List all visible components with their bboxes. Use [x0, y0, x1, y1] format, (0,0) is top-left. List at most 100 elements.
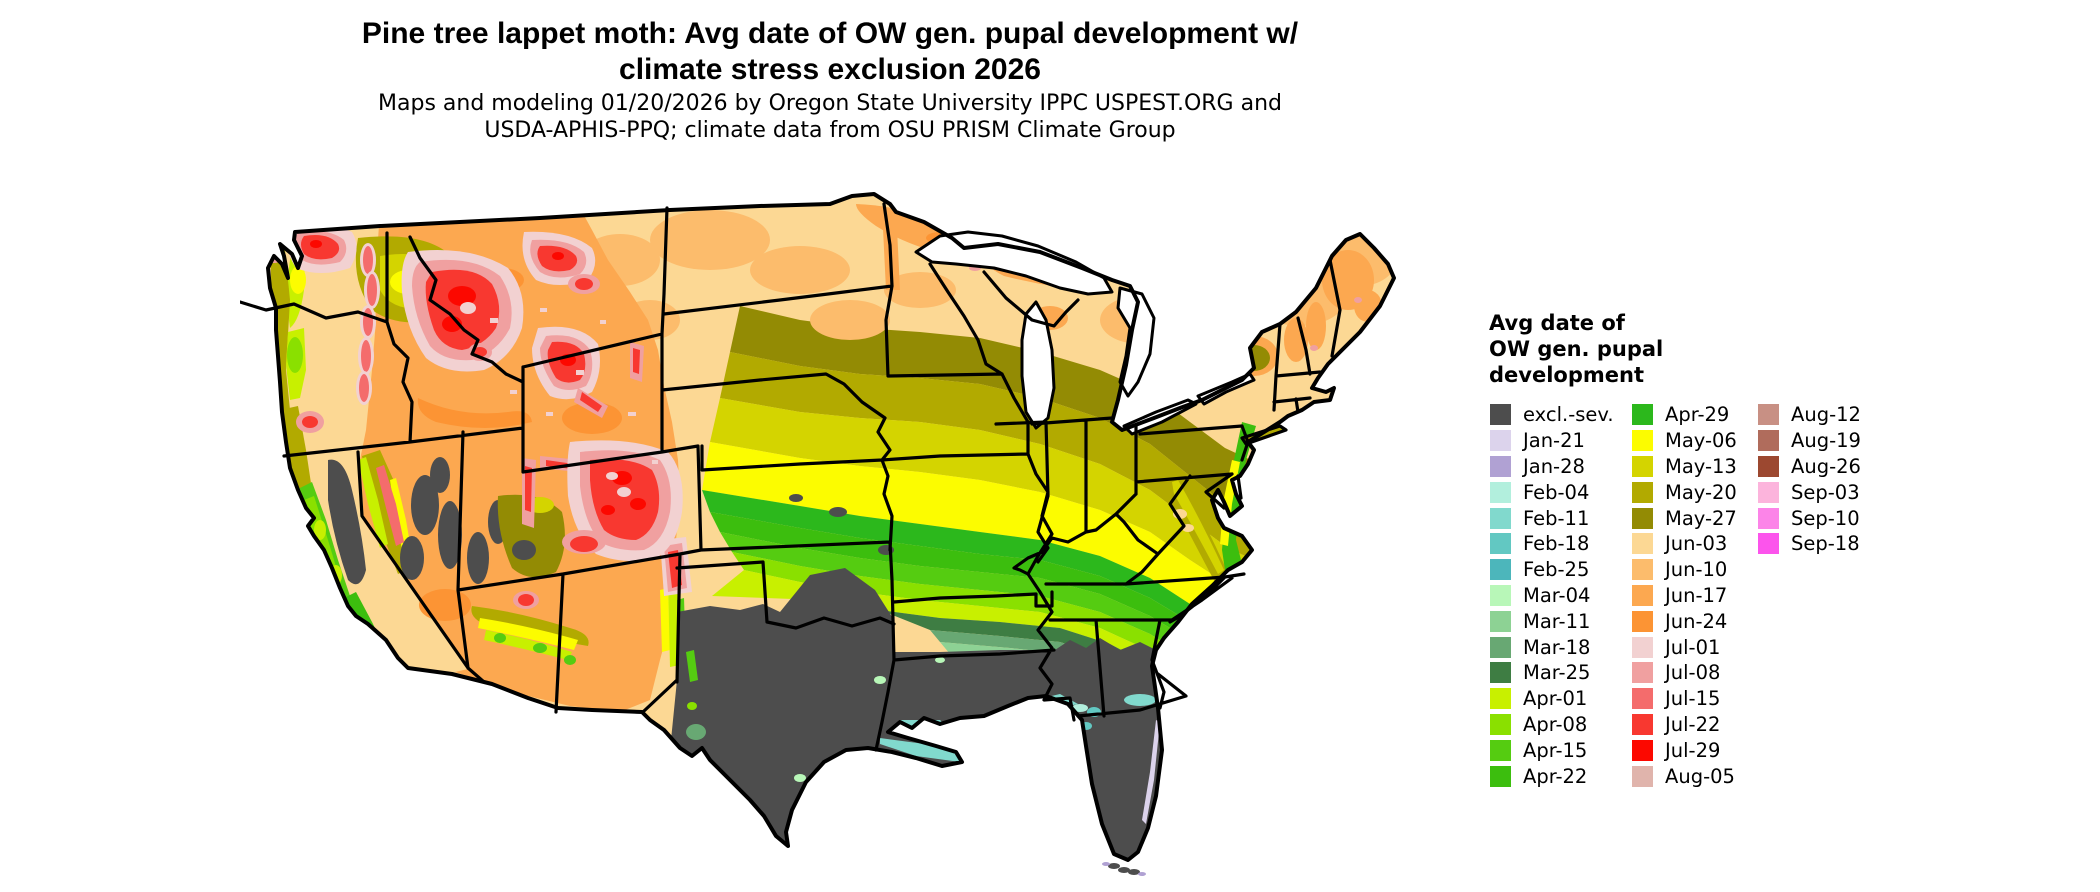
- legend-swatch-feb18: [1490, 533, 1511, 555]
- legend-label: May-13: [1665, 454, 1737, 478]
- legend-item: Aug-12: [1758, 402, 1861, 428]
- map-fill-layers: [268, 194, 1394, 860]
- legend-swatch-apr29: [1632, 404, 1653, 426]
- legend-label: Apr-15: [1523, 738, 1588, 762]
- legend-column-1: excl.-sev. Jan-21 Jan-28 Feb-04 Feb-11 Feb-18…: [1490, 402, 1614, 789]
- legend-label: Aug-12: [1791, 403, 1861, 427]
- legend-item: May-20: [1632, 479, 1737, 505]
- legend-swatch-aug19: [1758, 430, 1779, 452]
- map-title-line1: Pine tree lappet moth: Avg date of OW ge…: [361, 17, 1299, 50]
- legend-item: Apr-29: [1632, 402, 1737, 428]
- legend-item: Aug-05: [1632, 763, 1737, 789]
- legend-swatch-mar11: [1490, 610, 1511, 632]
- legend-item: excl.-sev.: [1490, 402, 1614, 428]
- legend-label: Apr-29: [1665, 403, 1730, 427]
- legend-item: Jan-28: [1490, 454, 1614, 480]
- legend-label: Jul-29: [1665, 738, 1721, 762]
- legend-swatch-jul01: [1632, 636, 1653, 658]
- lake-michigan: [1020, 300, 1056, 430]
- legend-item: Jun-03: [1632, 531, 1737, 557]
- legend-swatch-jul29: [1632, 739, 1653, 761]
- legend-item: Apr-22: [1490, 763, 1614, 789]
- legend-item: Feb-18: [1490, 531, 1614, 557]
- legend-label: Jul-01: [1665, 635, 1721, 659]
- legend-item: Jun-10: [1632, 557, 1737, 583]
- legend-label: Apr-01: [1523, 687, 1588, 711]
- legend-item: Sep-03: [1758, 479, 1861, 505]
- state-borders: [238, 202, 1342, 752]
- legend-item: Jul-29: [1632, 737, 1737, 763]
- legend-label: Feb-18: [1523, 532, 1590, 556]
- legend-swatch-jan21: [1490, 430, 1511, 452]
- legend-item: Jun-17: [1632, 583, 1737, 609]
- legend-item: Apr-01: [1490, 686, 1614, 712]
- legend-swatch-mar04: [1490, 584, 1511, 606]
- legend-swatch-sep10: [1758, 507, 1779, 529]
- legend-item: Apr-08: [1490, 712, 1614, 738]
- legend-swatch-feb04: [1490, 481, 1511, 503]
- legend-swatch-jun24: [1632, 610, 1653, 632]
- legend-label: Aug-19: [1791, 429, 1861, 453]
- legend-swatch-jul22: [1632, 713, 1653, 735]
- legend-swatch-jul15: [1632, 688, 1653, 710]
- legend-label: Jun-10: [1665, 558, 1728, 582]
- legend-swatch-may13: [1632, 455, 1653, 477]
- legend-title-line3: development: [1489, 363, 1644, 387]
- legend-label: Jul-08: [1665, 661, 1721, 685]
- legend-swatch-sep03: [1758, 481, 1779, 503]
- legend-swatch-jun03: [1632, 533, 1653, 555]
- us-outline: [266, 192, 1396, 862]
- legend-label: Sep-10: [1791, 506, 1860, 530]
- us-map-svg: [238, 192, 1396, 876]
- legend-item: Jul-08: [1632, 660, 1737, 686]
- legend-title-line2: OW gen. pupal: [1489, 337, 1664, 361]
- map-subtitle: Maps and modeling 01/20/2026 by Oregon S…: [130, 90, 1530, 144]
- legend-item: May-13: [1632, 454, 1737, 480]
- legend-swatch-may20: [1632, 481, 1653, 503]
- legend-swatch-aug26: [1758, 455, 1779, 477]
- legend-swatch-apr15: [1490, 739, 1511, 761]
- legend-swatch-aug05: [1632, 765, 1653, 787]
- map-title-line2: climate stress exclusion 2026: [619, 53, 1041, 86]
- legend-swatch-jun10: [1632, 559, 1653, 581]
- legend-swatch-sep18: [1758, 533, 1779, 555]
- legend-swatch-apr08: [1490, 713, 1511, 735]
- legend-item: Jun-24: [1632, 608, 1737, 634]
- legend-swatch-aug12: [1758, 404, 1779, 426]
- map-title: Pine tree lappet moth: Avg date of OW ge…: [130, 16, 1530, 88]
- legend-label: Aug-05: [1665, 764, 1735, 788]
- legend-label: May-20: [1665, 480, 1737, 504]
- legend-title-line1: Avg date of: [1489, 311, 1625, 335]
- legend-label: Sep-18: [1791, 532, 1860, 556]
- legend-item: Sep-18: [1758, 531, 1861, 557]
- legend-swatch-may27: [1632, 507, 1653, 529]
- legend-item: Aug-26: [1758, 454, 1861, 480]
- legend-label: Jul-15: [1665, 687, 1721, 711]
- legend-item: Mar-25: [1490, 660, 1614, 686]
- legend-swatch-mar18: [1490, 636, 1511, 658]
- legend-item: Mar-18: [1490, 634, 1614, 660]
- legend-swatch-jul08: [1632, 662, 1653, 684]
- legend-label: Jun-03: [1665, 532, 1728, 556]
- legend-swatch-apr22: [1490, 765, 1511, 787]
- legend-label: May-06: [1665, 429, 1737, 453]
- legend-column-2: Apr-29 May-06 May-13 May-20 May-27 Jun-03 Jun-…: [1632, 402, 1737, 789]
- legend-label: Apr-22: [1523, 764, 1588, 788]
- legend-item: May-27: [1632, 505, 1737, 531]
- legend-column-3: Aug-12 Aug-19 Aug-26 Sep-03 Sep-10 Sep-18: [1758, 402, 1861, 557]
- legend-label: Apr-08: [1523, 712, 1588, 736]
- legend-label: Feb-11: [1523, 506, 1590, 530]
- legend-label: Jan-21: [1523, 429, 1585, 453]
- legend-item: Aug-19: [1758, 428, 1861, 454]
- legend-swatch-exclsev: [1490, 404, 1511, 426]
- legend-label: Feb-04: [1523, 480, 1590, 504]
- legend-item: Jul-01: [1632, 634, 1737, 660]
- legend-item: Mar-11: [1490, 608, 1614, 634]
- legend-label: excl.-sev.: [1523, 403, 1614, 427]
- legend-item: Feb-25: [1490, 557, 1614, 583]
- legend-label: Jun-17: [1665, 583, 1728, 607]
- legend-swatch-feb25: [1490, 559, 1511, 581]
- legend-item: May-06: [1632, 428, 1737, 454]
- legend-item: Jan-21: [1490, 428, 1614, 454]
